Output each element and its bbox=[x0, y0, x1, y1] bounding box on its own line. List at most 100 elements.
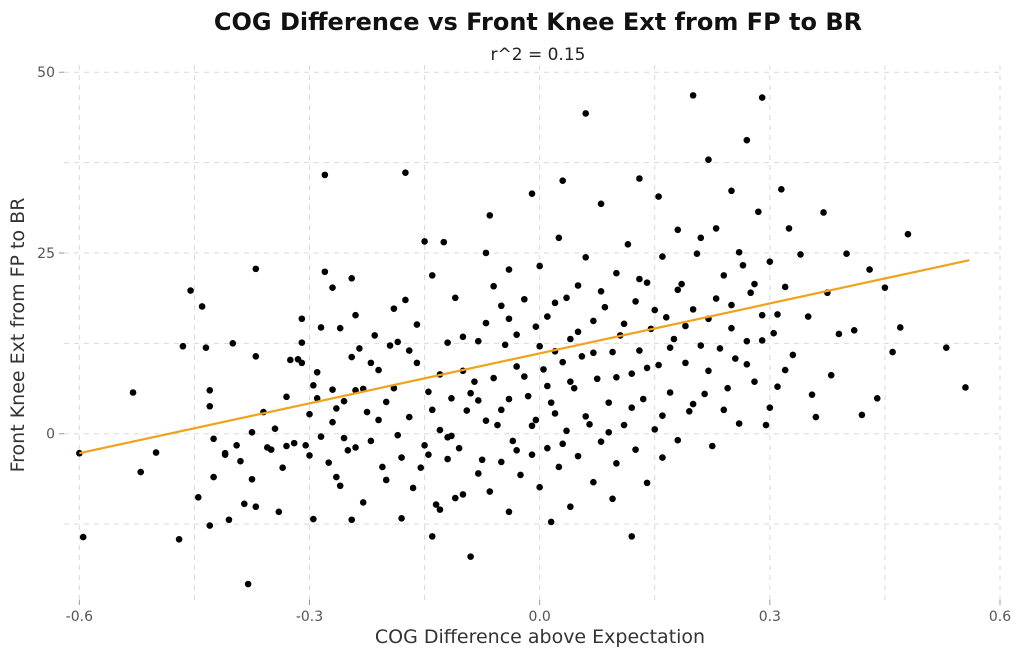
data-point bbox=[352, 444, 359, 451]
data-point bbox=[428, 406, 436, 414]
data-point bbox=[428, 533, 436, 540]
data-point bbox=[306, 452, 313, 459]
data-point bbox=[498, 302, 505, 310]
data-point bbox=[463, 407, 471, 414]
data-point bbox=[559, 177, 566, 184]
data-point bbox=[567, 335, 574, 343]
data-point bbox=[720, 272, 728, 279]
data-point bbox=[379, 463, 386, 471]
data-point bbox=[559, 440, 566, 448]
data-point bbox=[597, 200, 605, 208]
data-point bbox=[613, 374, 620, 381]
data-point bbox=[820, 209, 827, 216]
data-point bbox=[471, 378, 478, 385]
data-point bbox=[563, 294, 570, 302]
data-point bbox=[559, 358, 566, 366]
data-point bbox=[590, 478, 597, 486]
data-point bbox=[697, 342, 705, 349]
data-point bbox=[551, 410, 559, 417]
data-point bbox=[359, 499, 367, 506]
data-point bbox=[701, 390, 708, 398]
data-point bbox=[547, 518, 555, 526]
data-point bbox=[279, 464, 286, 471]
data-point bbox=[310, 381, 317, 389]
data-point bbox=[578, 353, 586, 360]
data-point bbox=[812, 413, 820, 421]
data-point bbox=[659, 454, 666, 461]
data-point bbox=[210, 435, 217, 443]
data-point bbox=[540, 366, 547, 373]
data-point bbox=[352, 311, 359, 319]
data-point bbox=[240, 500, 248, 508]
data-point bbox=[643, 479, 651, 487]
data-point bbox=[283, 442, 290, 450]
data-point bbox=[590, 349, 597, 357]
data-point bbox=[674, 436, 682, 444]
data-point bbox=[329, 386, 336, 393]
data-point bbox=[386, 342, 394, 349]
data-point bbox=[333, 473, 340, 481]
data-point bbox=[498, 406, 505, 414]
data-point bbox=[797, 251, 804, 258]
data-point bbox=[321, 171, 329, 179]
data-point bbox=[505, 315, 513, 323]
data-point bbox=[743, 361, 751, 368]
data-point bbox=[271, 425, 279, 432]
data-point bbox=[674, 226, 682, 234]
data-point bbox=[555, 234, 563, 242]
data-point bbox=[655, 193, 662, 200]
data-point bbox=[904, 230, 912, 238]
data-point bbox=[574, 328, 582, 336]
data-point bbox=[505, 395, 513, 403]
data-point bbox=[494, 421, 501, 429]
data-point bbox=[459, 333, 467, 341]
data-point bbox=[528, 190, 536, 197]
data-point bbox=[942, 344, 950, 351]
data-point bbox=[310, 515, 317, 523]
data-point bbox=[689, 400, 697, 408]
data-point bbox=[670, 335, 678, 343]
data-point bbox=[574, 282, 582, 289]
data-point bbox=[563, 427, 570, 435]
data-point bbox=[405, 413, 413, 421]
data-point bbox=[390, 384, 398, 392]
data-point bbox=[444, 339, 451, 346]
data-point bbox=[597, 438, 605, 445]
y-axis-title: Front Knee Ext from FP to BR bbox=[7, 198, 29, 473]
trend-line bbox=[79, 259, 970, 455]
data-point bbox=[513, 363, 520, 370]
data-point bbox=[639, 395, 647, 403]
data-point bbox=[467, 553, 474, 560]
data-point bbox=[804, 313, 812, 320]
data-point bbox=[402, 296, 409, 304]
x-axis-title: COG Difference above Expectation bbox=[375, 626, 705, 648]
data-point bbox=[705, 156, 712, 164]
x-tick-label: 0.0 bbox=[529, 609, 551, 625]
data-point bbox=[444, 434, 451, 441]
data-point bbox=[467, 389, 474, 397]
data-point bbox=[774, 311, 781, 318]
data-point bbox=[659, 412, 666, 419]
data-point bbox=[455, 444, 463, 452]
data-point bbox=[881, 284, 889, 291]
data-point bbox=[582, 110, 590, 117]
data-point bbox=[962, 384, 969, 391]
data-point bbox=[486, 212, 494, 219]
data-point bbox=[367, 437, 375, 445]
y-tick-label: 25 bbox=[37, 246, 55, 262]
data-point bbox=[486, 488, 494, 495]
chart-title: COG Difference vs Front Knee Ext from FP… bbox=[214, 8, 862, 36]
data-point bbox=[313, 394, 321, 402]
data-point bbox=[194, 494, 202, 501]
data-point bbox=[482, 319, 490, 327]
data-point bbox=[632, 446, 639, 453]
data-point bbox=[720, 406, 728, 414]
data-point bbox=[643, 364, 651, 372]
data-point bbox=[336, 324, 344, 332]
data-point bbox=[728, 187, 735, 195]
data-point bbox=[175, 535, 183, 543]
x-tick-label: -0.3 bbox=[296, 609, 323, 625]
data-point bbox=[743, 136, 751, 144]
data-point bbox=[417, 464, 425, 471]
